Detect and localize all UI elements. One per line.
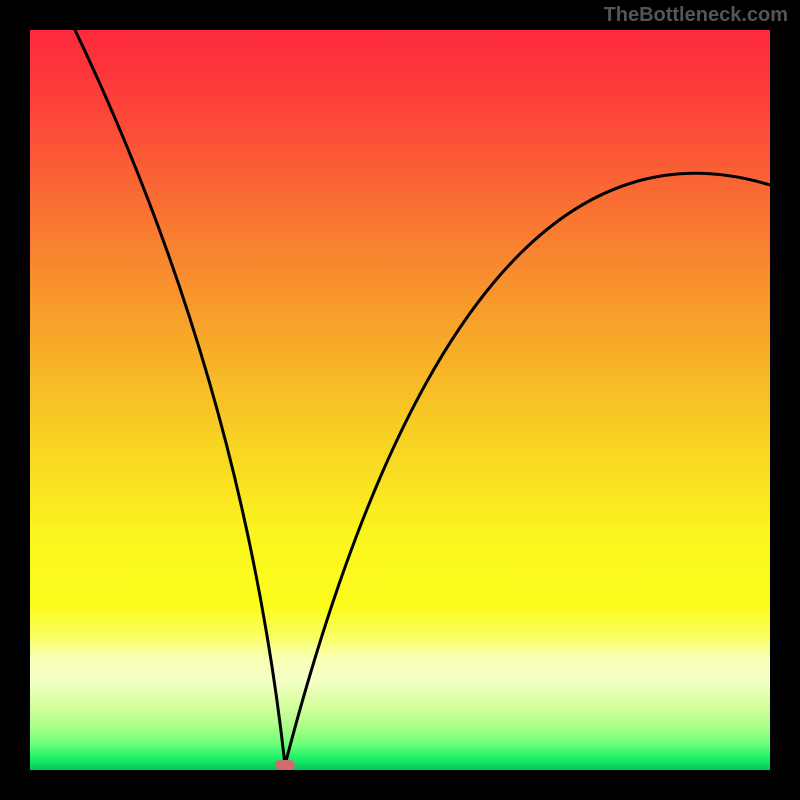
optimal-point-marker	[275, 760, 295, 770]
chart-plot-area	[30, 30, 770, 770]
watermark-text: TheBottleneck.com	[604, 4, 788, 27]
chart-background-gradient	[30, 30, 770, 770]
